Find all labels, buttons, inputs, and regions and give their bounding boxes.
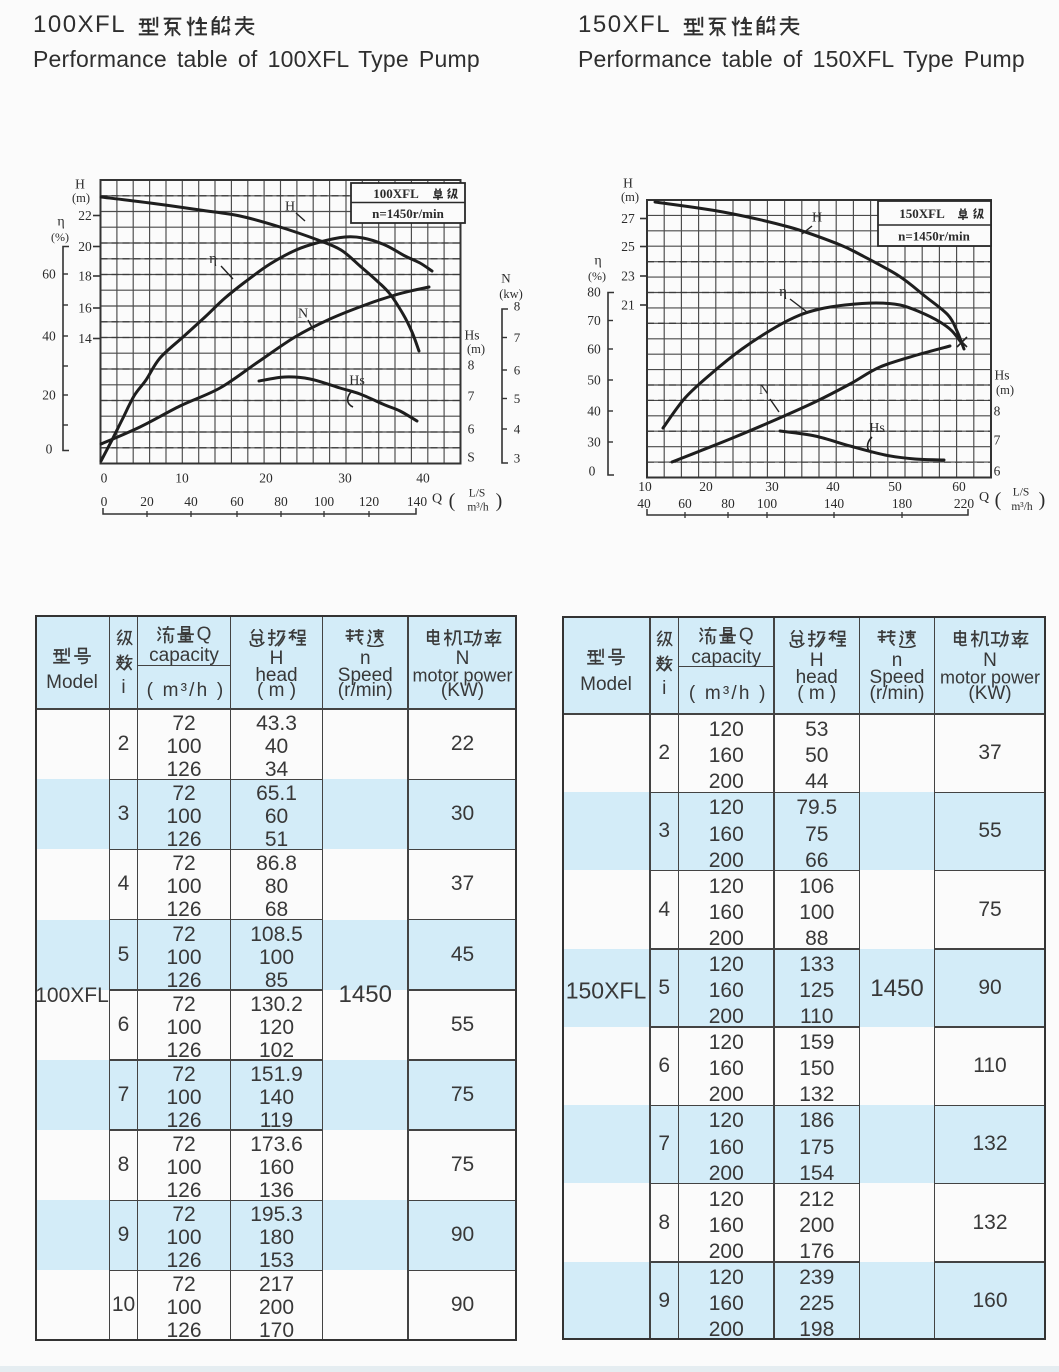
svg-text:H: H: [285, 200, 295, 215]
svg-text:100: 100: [314, 494, 335, 509]
svg-text:η: η: [57, 215, 64, 230]
svg-text:6: 6: [994, 464, 1001, 479]
svg-text:30: 30: [338, 471, 352, 486]
svg-text:60: 60: [42, 267, 56, 282]
svg-text:H: H: [75, 177, 85, 192]
svg-text:L/S: L/S: [469, 488, 486, 500]
svg-text:180: 180: [892, 496, 913, 511]
svg-text:6: 6: [468, 422, 475, 437]
svg-text:(m): (m): [467, 342, 485, 356]
svg-text:(%): (%): [588, 269, 606, 283]
svg-text:40: 40: [184, 494, 198, 509]
svg-text:Hs: Hs: [349, 374, 365, 389]
svg-text:100: 100: [757, 496, 778, 511]
svg-text:140: 140: [407, 494, 428, 509]
svg-text:80: 80: [587, 285, 601, 300]
svg-text:(m): (m): [996, 383, 1014, 397]
svg-text:16: 16: [78, 301, 92, 316]
svg-text:m³/h: m³/h: [467, 502, 489, 514]
svg-text:H: H: [623, 176, 633, 191]
svg-text:η: η: [209, 251, 217, 267]
svg-text:N: N: [298, 307, 308, 322]
svg-text:60: 60: [952, 479, 966, 494]
svg-text:27: 27: [621, 211, 635, 226]
svg-text:L/S: L/S: [1013, 487, 1030, 499]
svg-text:m³/h: m³/h: [1011, 501, 1033, 513]
svg-text:(%): (%): [51, 230, 69, 244]
svg-text:0: 0: [589, 464, 596, 479]
svg-text:50: 50: [587, 373, 601, 388]
svg-text:60: 60: [678, 496, 692, 511]
svg-text:7: 7: [514, 330, 521, 345]
svg-text:60: 60: [587, 342, 601, 357]
svg-text:70: 70: [587, 313, 601, 328]
svg-text:18: 18: [78, 269, 92, 284]
svg-text:8: 8: [468, 358, 475, 373]
svg-text:40: 40: [637, 496, 651, 511]
svg-text:6: 6: [514, 363, 521, 378]
svg-text:7: 7: [468, 389, 475, 404]
svg-text:8: 8: [994, 404, 1001, 419]
svg-text:40: 40: [826, 479, 840, 494]
svg-text:N: N: [759, 383, 769, 398]
svg-text:η: η: [594, 254, 601, 269]
svg-text:Q: Q: [432, 492, 442, 507]
svg-text:30: 30: [587, 435, 601, 450]
svg-text:H: H: [812, 211, 822, 226]
svg-text:40: 40: [416, 471, 430, 486]
svg-text:30: 30: [765, 479, 779, 494]
svg-text:150XFL: 150XFL: [899, 206, 945, 221]
svg-text:140: 140: [824, 496, 845, 511]
svg-text:(: (: [449, 490, 456, 512]
svg-text:0: 0: [46, 442, 53, 457]
svg-text:50: 50: [888, 479, 902, 494]
svg-text:Hs: Hs: [869, 421, 885, 436]
svg-text:80: 80: [274, 494, 288, 509]
svg-text:(m): (m): [621, 190, 639, 204]
svg-text:20: 20: [259, 471, 273, 486]
svg-text:Hs: Hs: [464, 328, 479, 343]
svg-text:Q: Q: [979, 490, 989, 505]
svg-text:21: 21: [621, 298, 635, 313]
svg-text:20: 20: [699, 479, 713, 494]
svg-text:n=1450r/min: n=1450r/min: [372, 206, 444, 221]
svg-text:η: η: [779, 284, 787, 300]
svg-text:7: 7: [994, 433, 1001, 448]
svg-text:14: 14: [78, 331, 92, 346]
svg-text:40: 40: [42, 329, 56, 344]
svg-text:4: 4: [514, 422, 521, 437]
svg-text:220: 220: [954, 496, 975, 511]
svg-text:20: 20: [140, 494, 154, 509]
svg-text:40: 40: [587, 404, 601, 419]
svg-text:22: 22: [78, 208, 92, 223]
svg-text:5: 5: [514, 391, 521, 406]
svg-text:3: 3: [514, 451, 521, 466]
svg-text:Hs: Hs: [994, 368, 1009, 383]
svg-text:20: 20: [42, 388, 56, 403]
svg-text:0: 0: [101, 471, 108, 486]
svg-text:): ): [1039, 489, 1046, 511]
svg-text:120: 120: [359, 494, 380, 509]
svg-text:10: 10: [175, 471, 189, 486]
svg-text:25: 25: [621, 239, 635, 254]
svg-text:80: 80: [721, 496, 735, 511]
svg-text:10: 10: [638, 479, 652, 494]
svg-text:(m): (m): [72, 191, 90, 205]
svg-text:S: S: [467, 450, 475, 465]
svg-text:): ): [496, 490, 503, 512]
svg-text:60: 60: [230, 494, 244, 509]
svg-text:20: 20: [78, 239, 92, 254]
svg-text:8: 8: [514, 299, 521, 314]
svg-text:n=1450r/min: n=1450r/min: [898, 229, 970, 244]
svg-text:(: (: [995, 489, 1002, 511]
svg-text:100XFL: 100XFL: [373, 186, 419, 201]
svg-text:(kw): (kw): [499, 287, 523, 301]
svg-text:0: 0: [101, 494, 108, 509]
svg-text:N: N: [501, 271, 511, 286]
svg-text:23: 23: [621, 269, 635, 284]
